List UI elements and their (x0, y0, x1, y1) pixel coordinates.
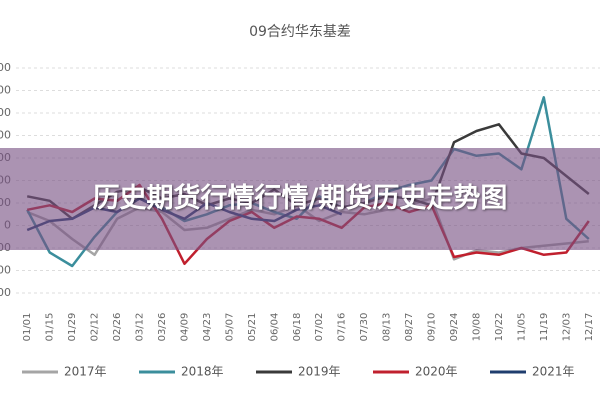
x-tick-label: 04/23 (202, 313, 213, 342)
x-tick-label: 07/30 (359, 313, 370, 342)
legend-label: 2021年 (532, 365, 575, 379)
legend-label: 2020年 (415, 365, 458, 379)
x-tick-label: 06/18 (292, 313, 303, 342)
banner: 历史期货行情行情/期货历史走势图 (0, 148, 600, 250)
x-tick-label: 09/10 (427, 313, 438, 342)
x-tick-label: 01/01 (22, 313, 33, 342)
y-tick-label: 5000 (0, 106, 11, 119)
x-tick-label: 06/04 (269, 313, 280, 342)
x-tick-label: 05/21 (247, 313, 258, 342)
x-tick-label: 10/22 (494, 313, 505, 342)
y-tick-label: 4000 (0, 129, 11, 142)
x-tick-label: 12/17 (584, 313, 595, 342)
legend-label: 2019年 (298, 365, 341, 379)
chart-title: 09合约华东基差 (249, 23, 351, 40)
x-tick-label: 01/15 (45, 313, 56, 342)
x-tick-label: 09/24 (449, 313, 460, 342)
x-tick-label: 01/29 (67, 313, 78, 342)
x-tick-label: 05/07 (224, 313, 235, 342)
y-tick-label: -3000 (0, 286, 11, 299)
y-tick-label: 7000 (0, 61, 11, 74)
x-tick-label: 04/09 (179, 313, 190, 342)
x-tick-label: 07/02 (314, 313, 325, 342)
x-tick-label: 12/03 (561, 313, 572, 342)
x-tick-label: 08/13 (382, 313, 393, 342)
x-tick-label: 11/05 (516, 313, 527, 342)
x-tick-label: 07/16 (337, 313, 348, 342)
legend-label: 2017年 (64, 365, 107, 379)
x-tick-label: 02/12 (90, 313, 101, 342)
x-tick-label: 03/26 (157, 313, 168, 342)
y-tick-label: -2000 (0, 264, 11, 277)
x-tick-label: 10/08 (471, 313, 482, 342)
x-tick-label: 03/12 (135, 313, 146, 342)
legend-label: 2018年 (181, 365, 224, 379)
x-tick-label: 11/19 (539, 313, 550, 342)
y-tick-label: 6000 (0, 84, 11, 97)
x-tick-label: 02/26 (112, 313, 123, 342)
x-tick-label: 08/27 (404, 313, 415, 342)
